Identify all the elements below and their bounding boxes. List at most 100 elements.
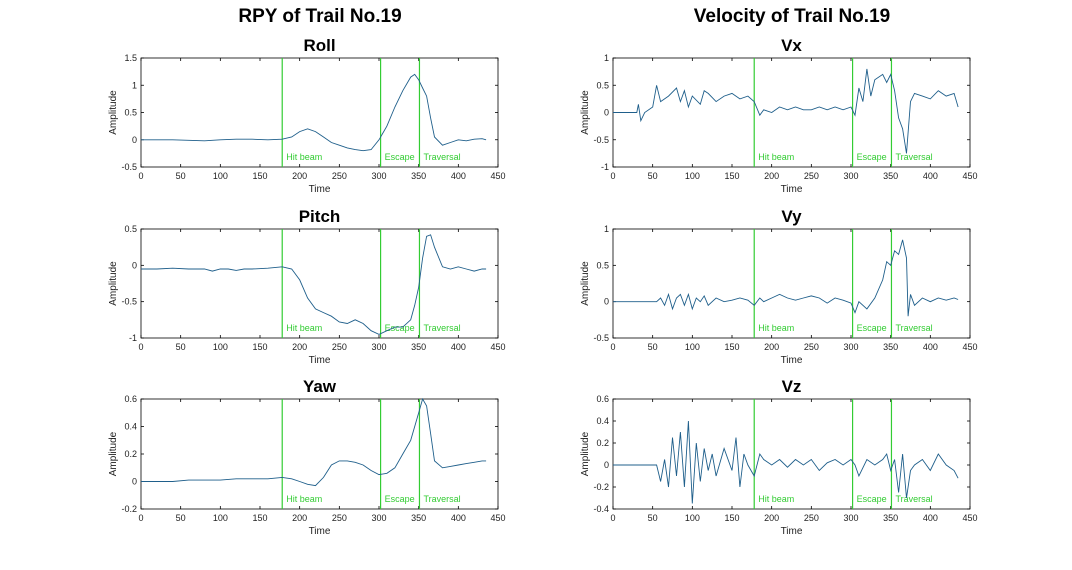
x-tick-label: 350 — [411, 171, 426, 181]
series-line — [141, 397, 487, 487]
x-tick-label: 100 — [213, 513, 228, 523]
x-tick-label: 150 — [724, 513, 739, 523]
chart-pitch: Pitch 0 50 100 150 200 250 300 350 400 450 -1 -0.5 0 0… — [108, 207, 506, 366]
x-tick-label: 100 — [213, 342, 228, 352]
left-column-title: RPY of Trail No.19 — [238, 6, 402, 27]
x-tick-label: 200 — [764, 513, 779, 523]
x-axis-label: Time — [309, 355, 331, 366]
x-axis-label: Time — [781, 526, 803, 537]
x-tick-label: 100 — [685, 171, 700, 181]
x-tick-label: 450 — [962, 513, 977, 523]
plot-frame — [140, 57, 499, 168]
x-tick-label: 250 — [804, 342, 819, 352]
x-tick-label: 0 — [138, 513, 143, 523]
y-tick-label: -0.2 — [121, 504, 137, 514]
event-label: Traversal — [423, 323, 460, 333]
x-tick-label: 150 — [252, 513, 267, 523]
y-tick-label: 0 — [132, 260, 137, 270]
x-tick-label: 200 — [292, 342, 307, 352]
event-label: Traversal — [895, 152, 932, 162]
x-tick-label: 250 — [804, 171, 819, 181]
x-tick-label: 0 — [610, 342, 615, 352]
x-tick-label: 450 — [490, 342, 505, 352]
x-tick-label: 150 — [252, 342, 267, 352]
event-label: Hit beam — [286, 152, 322, 162]
plot-frame — [140, 228, 499, 339]
x-tick-label: 150 — [252, 171, 267, 181]
x-tick-label: 300 — [371, 171, 386, 181]
y-tick-label: -0.5 — [121, 297, 137, 307]
y-tick-label: 0.6 — [124, 394, 137, 404]
x-tick-label: 100 — [685, 342, 700, 352]
event-label: Traversal — [895, 494, 932, 504]
event-label: Hit beam — [286, 494, 322, 504]
y-tick-label: 0.5 — [124, 224, 137, 234]
x-tick-label: 50 — [648, 171, 658, 181]
y-tick-label: 1 — [604, 224, 609, 234]
y-tick-label: -1 — [129, 333, 137, 343]
chart-title: Vz — [782, 377, 802, 396]
x-tick-label: 400 — [923, 513, 938, 523]
event-label: Hit beam — [286, 323, 322, 333]
series-line — [613, 68, 959, 154]
event-label: Escape — [857, 494, 887, 504]
y-tick-label: 0.5 — [596, 260, 609, 270]
x-tick-label: 150 — [724, 342, 739, 352]
x-tick-label: 50 — [176, 513, 186, 523]
event-label: Hit beam — [758, 152, 794, 162]
y-tick-label: -0.4 — [593, 504, 609, 514]
event-label: Hit beam — [758, 323, 794, 333]
x-axis-label: Time — [309, 526, 331, 537]
y-tick-label: -1 — [601, 162, 609, 172]
y-tick-label: 1 — [604, 53, 609, 63]
y-tick-label: 0.6 — [596, 394, 609, 404]
x-tick-label: 50 — [176, 342, 186, 352]
chart-title: Yaw — [303, 377, 337, 396]
y-tick-label: 0.4 — [596, 416, 609, 426]
y-axis-label: Amplitude — [580, 261, 591, 306]
series-line — [613, 420, 959, 504]
event-label: Escape — [857, 152, 887, 162]
y-tick-label: 0 — [604, 460, 609, 470]
x-tick-label: 150 — [724, 171, 739, 181]
x-tick-label: 300 — [371, 342, 386, 352]
y-tick-label: 1.5 — [124, 53, 137, 63]
x-tick-label: 300 — [843, 513, 858, 523]
y-tick-label: -0.2 — [593, 482, 609, 492]
chart-vy: Vy0 50 100 150 200 250 300 350 400 450-0.500.51Ti… — [580, 207, 978, 366]
x-tick-label: 400 — [451, 513, 466, 523]
x-tick-label: 250 — [332, 513, 347, 523]
event-label: Escape — [385, 152, 415, 162]
y-tick-label: 0 — [132, 135, 137, 145]
x-tick-label: 50 — [176, 171, 186, 181]
y-tick-label: 0 — [132, 477, 137, 487]
y-tick-label: 0.2 — [596, 438, 609, 448]
plot-frame — [612, 398, 971, 510]
x-tick-label: 350 — [411, 513, 426, 523]
y-tick-label: 0.5 — [124, 108, 137, 118]
chart-vx: Vx 0 50 100 150 200 250 300 350 400 450 -1 -0.5 0 0.5 1… — [580, 36, 978, 195]
x-tick-label: 250 — [804, 513, 819, 523]
x-tick-label: 0 — [610, 513, 615, 523]
x-tick-label: 350 — [883, 513, 898, 523]
x-tick-label: 100 — [685, 513, 700, 523]
x-tick-label: 300 — [843, 342, 858, 352]
x-tick-label: 400 — [923, 171, 938, 181]
event-label: Escape — [385, 494, 415, 504]
y-axis-label: Amplitude — [108, 431, 119, 476]
x-tick-label: 100 — [213, 171, 228, 181]
chart-title: Vx — [781, 36, 802, 55]
series-line — [141, 234, 487, 335]
y-tick-label: 0.2 — [124, 449, 137, 459]
x-tick-label: 0 — [138, 342, 143, 352]
y-tick-label: -0.5 — [121, 162, 137, 172]
series-line — [613, 239, 959, 317]
x-axis-label: Time — [781, 184, 803, 195]
series-line — [141, 73, 487, 152]
x-tick-label: 0 — [138, 171, 143, 181]
x-tick-label: 200 — [292, 513, 307, 523]
y-tick-label: -0.5 — [593, 135, 609, 145]
